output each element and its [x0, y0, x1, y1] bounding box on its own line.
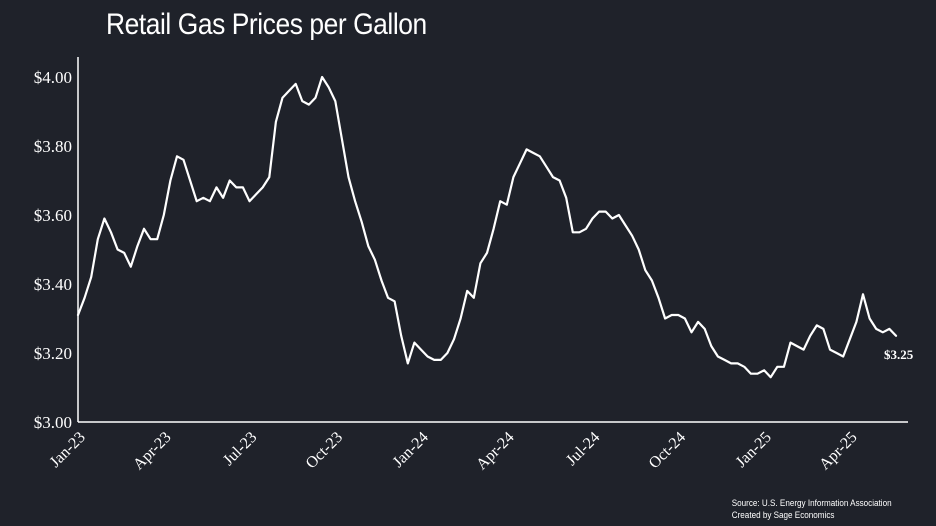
y-tick-labels: $3.00 $3.20 $3.40 $3.60 $3.80 $4.00 — [34, 68, 72, 432]
y-tick-label: $3.00 — [34, 413, 72, 432]
created-by-line: Created by Sage Economics — [732, 510, 835, 520]
x-tick-label: Apr-24 — [473, 429, 517, 473]
source-note: Source: U.S. Energy Information Associat… — [732, 497, 892, 521]
x-tick-label: Jan-23 — [47, 429, 89, 471]
series-line-retail-gas-price — [76, 75, 898, 379]
x-tick-label: Oct-24 — [646, 429, 689, 472]
x-tick-label: Jul-24 — [563, 429, 603, 469]
axes — [77, 57, 908, 423]
source-line: Source: U.S. Energy Information Associat… — [732, 498, 892, 508]
x-tick-labels: Jan-23 Apr-23 Jul-23 Oct-23 Jan-24 Apr-24 Jul-… — [47, 429, 861, 473]
chart-title: Retail Gas Prices per Gallon — [106, 8, 427, 41]
y-tick-label: $4.00 — [34, 68, 72, 87]
x-tick-label: Oct-23 — [303, 429, 346, 472]
y-tick-label: $3.20 — [34, 344, 72, 363]
y-tick-label: $3.60 — [34, 206, 72, 225]
x-tick-label: Jul-23 — [220, 429, 260, 469]
end-value-label: $3.25 — [884, 347, 914, 362]
x-tick-label: Jan-25 — [733, 429, 775, 471]
series-group — [76, 75, 898, 379]
x-tick-label: Apr-23 — [130, 429, 174, 473]
y-tick-label: $3.80 — [34, 137, 72, 156]
x-tick-label: Jan-24 — [390, 429, 432, 471]
y-tick-label: $3.40 — [34, 275, 72, 294]
x-tick-label: Apr-25 — [816, 429, 860, 473]
